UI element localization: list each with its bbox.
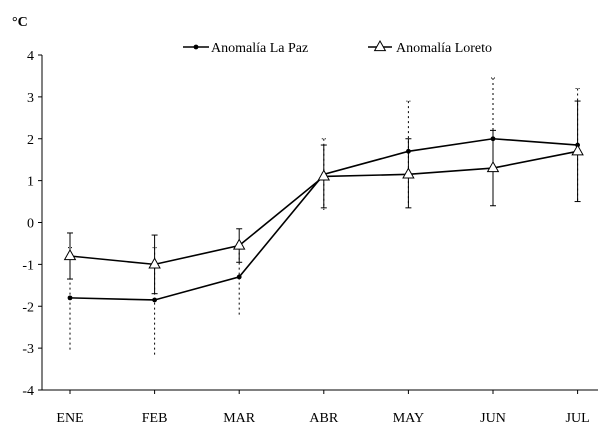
data-point-la-paz (236, 274, 242, 280)
x-tick-label: MAY (393, 411, 424, 426)
data-point-la-paz (406, 148, 411, 154)
data-point-loreto (402, 167, 415, 179)
data-point-loreto (571, 144, 584, 156)
data-point-loreto (232, 238, 246, 250)
y-tick-label: -4 (22, 384, 34, 399)
data-point-loreto (486, 161, 500, 173)
y-tick-label: 4 (27, 49, 34, 64)
y-tick-label: -1 (22, 258, 34, 273)
legend: Anomalía La Paz Anomalía Loreto (183, 39, 492, 56)
data-point-la-paz (67, 295, 73, 301)
data-point-la-paz (490, 136, 496, 142)
y-axis-unit-label: °C (12, 15, 28, 30)
y-tick-label: -2 (22, 300, 34, 315)
y-tick-label: 2 (27, 133, 34, 148)
legend-marker-loreto (373, 39, 387, 52)
y-tick-label: 0 (27, 217, 34, 232)
y-tick-label: -3 (22, 342, 34, 357)
x-tick-label: JUN (480, 411, 506, 426)
x-tick-label: FEB (142, 411, 168, 426)
data-point-loreto (63, 248, 77, 261)
error-bars (67, 77, 581, 357)
data-point-loreto (148, 257, 161, 269)
data-point-la-paz (152, 297, 158, 303)
legend-marker-la-paz (193, 44, 199, 50)
x-tick-label: ENE (56, 411, 83, 426)
legend-label-la-paz: Anomalía La Paz (211, 41, 308, 56)
x-tick-label: JUL (566, 411, 590, 426)
legend-label-loreto: Anomalía Loreto (396, 41, 492, 56)
x-tick-label: ABR (309, 411, 338, 426)
data-markers (63, 136, 584, 303)
data-point-loreto (317, 169, 331, 181)
y-tick-label: 3 (27, 91, 34, 106)
x-tick-label: MAR (223, 411, 256, 426)
axes: 4 3 2 1 0 -1 -2 -3 -4 ENE FEB MAR ABR MAY JUN JUL (22, 49, 598, 426)
y-tick-label: 1 (27, 175, 34, 190)
